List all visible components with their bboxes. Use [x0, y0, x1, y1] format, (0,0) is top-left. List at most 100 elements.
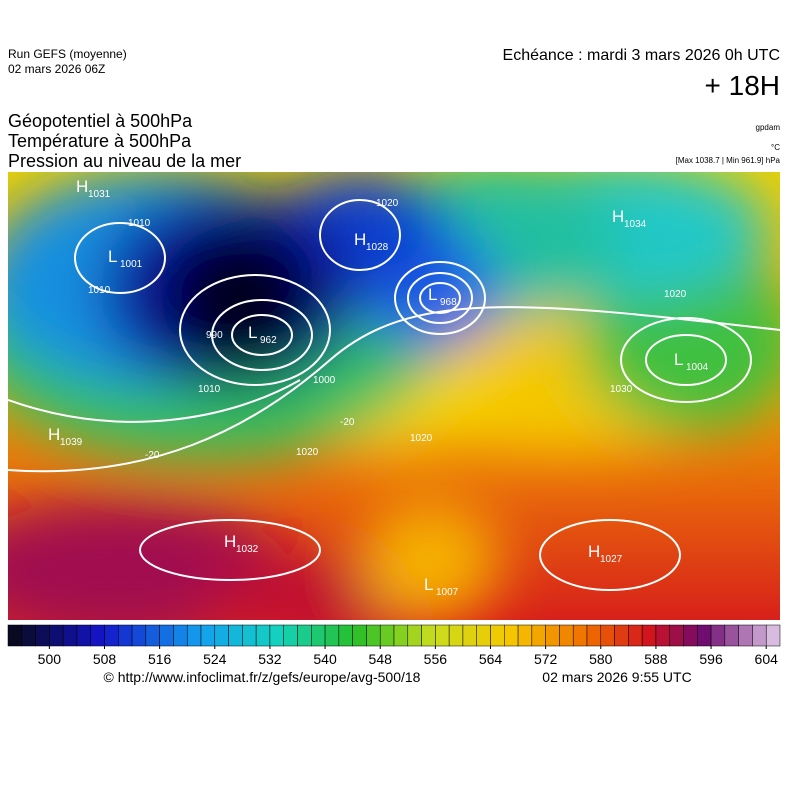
colorbar-cell: [186, 624, 202, 647]
colorbar-cell: [421, 624, 436, 647]
colorbar-cell: [504, 624, 519, 647]
isobar-label: 1020: [410, 433, 433, 444]
lead-time: + 18H: [705, 70, 781, 101]
colorbar-label: 548: [369, 651, 393, 667]
isobar-label: 1020: [664, 289, 687, 300]
colorbar-cell: [669, 624, 684, 647]
center-value: 1028: [366, 242, 389, 253]
run: Run GEFS (moyenne): [8, 47, 127, 61]
colorbar-cell: [379, 624, 395, 647]
colorbar-cell: [628, 624, 643, 647]
title: Géopotentiel à 500hPa: [8, 111, 193, 131]
colorbar-cell: [200, 624, 216, 647]
colorbar-label: 580: [589, 651, 613, 667]
colorbar-cell: [462, 624, 477, 647]
colorbar-cell: [765, 624, 781, 647]
isobar-label: -20: [145, 450, 160, 461]
isobar-label: 1020: [296, 447, 319, 458]
colorbar-cell: [21, 624, 36, 647]
colorbar-cell: [407, 624, 422, 647]
center-value: 1027: [600, 554, 623, 565]
colorbar-cell: [104, 624, 119, 647]
colorbar-cell: [683, 624, 698, 647]
colorbar-cell: [145, 624, 160, 647]
colorbar-cell: [311, 624, 326, 647]
colorbar-cell: [283, 624, 298, 647]
colorbar-cell: [228, 624, 243, 647]
center-value: 1031: [88, 189, 111, 200]
unit: [Max 1038.7 | Min 961.9] hPa: [676, 156, 781, 165]
colorbar-cell: [35, 624, 50, 647]
colorbar-cell: [752, 624, 767, 647]
center-value: 1001: [120, 259, 143, 270]
unit: gpdam: [756, 123, 781, 132]
colorbar-cell: [173, 624, 188, 647]
colorbar-label: 596: [699, 651, 723, 667]
colorbar-cell: [545, 624, 560, 647]
colorbar-cell: [90, 624, 105, 647]
colorbar-cell: [641, 624, 657, 647]
run-date: 02 mars 2026 06Z: [8, 62, 105, 76]
colorbar-label: 604: [755, 651, 779, 667]
colorbar-label: 572: [534, 651, 558, 667]
colorbar-cell: [517, 624, 533, 647]
isobar-label: 990: [206, 330, 223, 341]
colorbar-cell: [490, 624, 505, 647]
isobar-label: 1000: [313, 375, 336, 386]
colorbar-cell: [269, 624, 284, 647]
title: Température à 500hPa: [8, 131, 192, 151]
colorbar-cell: [62, 624, 78, 647]
colorbar-label: 540: [313, 651, 337, 667]
colorbar-label: 556: [424, 651, 448, 667]
colorbar-cell: [159, 624, 174, 647]
colorbar-cell: [448, 624, 464, 647]
center-letter: H: [588, 542, 600, 561]
center-letter: H: [354, 230, 366, 249]
center-letter: H: [612, 207, 624, 226]
colorbar-cell: [600, 624, 615, 647]
center-letter: L: [108, 247, 117, 266]
isobar-label: -20: [340, 417, 355, 428]
colorbar-label: 500: [38, 651, 62, 667]
center-value: 962: [260, 335, 277, 346]
colorbar-cell: [655, 624, 670, 647]
center-letter: L: [428, 285, 437, 304]
center-value: 1032: [236, 544, 259, 555]
center-value: 1004: [686, 362, 709, 373]
unit: °C: [771, 143, 780, 152]
colorbar-cell: [559, 624, 574, 647]
colorbar-cell: [435, 624, 450, 647]
echeance: Echéance : mardi 3 mars 2026 0h UTC: [503, 47, 780, 64]
colorbar-label: 588: [644, 651, 668, 667]
colorbar-cell: [7, 624, 23, 647]
colorbar-cell: [297, 624, 312, 647]
colorbar-cell: [366, 624, 381, 647]
colorbar-cell: [324, 624, 340, 647]
source-url: © http://www.infoclimat.fr/z/gefs/europe…: [104, 669, 421, 685]
isobar-label: 1010: [88, 285, 111, 296]
center-value: 968: [440, 297, 457, 308]
colorbar-cell: [118, 624, 133, 647]
colorbar-cell: [214, 624, 229, 647]
run-time: 02 mars 2026 9:55 UTC: [542, 669, 691, 685]
colorbar-cell: [586, 624, 602, 647]
center-value: 1034: [624, 219, 647, 230]
colorbar-cell: [393, 624, 409, 647]
colorbar-cell: [724, 624, 739, 647]
center-letter: H: [224, 532, 236, 551]
colorbar-label: 516: [148, 651, 172, 667]
isobar-label: 1020: [376, 198, 399, 209]
colorbar-cell: [710, 624, 726, 647]
center-letter: L: [424, 575, 433, 594]
isobar-label: 1010: [128, 218, 151, 229]
center-letter: H: [48, 425, 60, 444]
colorbar-cell: [572, 624, 588, 647]
title: Pression au niveau de la mer: [8, 151, 241, 171]
colorbar-cell: [476, 624, 491, 647]
colorbar-cell: [697, 624, 712, 647]
center-value: 1007: [436, 587, 459, 598]
colorbar-cell: [131, 624, 147, 647]
colorbar-cell: [614, 624, 629, 647]
